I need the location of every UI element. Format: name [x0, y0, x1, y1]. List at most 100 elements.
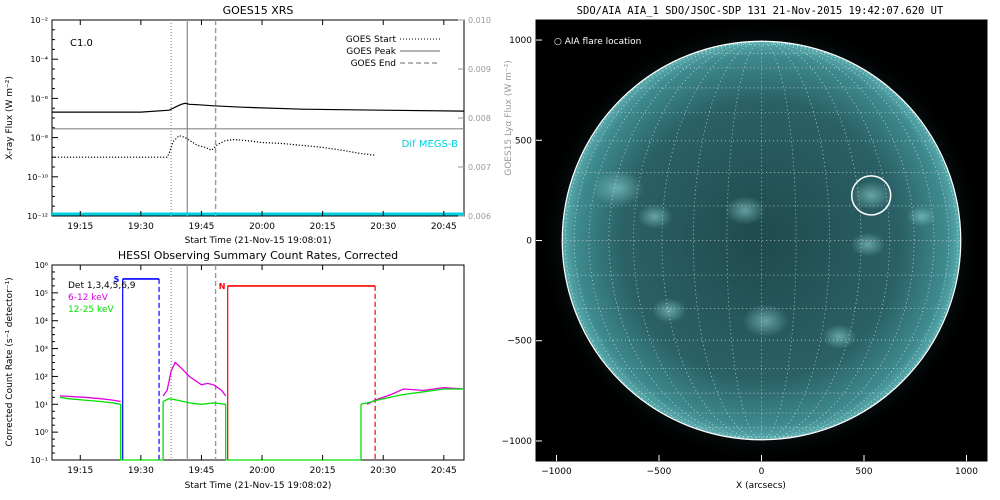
hessi-ytick-label: 10³ [35, 345, 48, 354]
hessi-ytick-label: 10¹ [35, 400, 48, 409]
aia-ytick-label: 0 [526, 237, 532, 247]
hessi-xtick-label: 20:45 [431, 466, 457, 476]
aia-ytick-label: 500 [515, 136, 532, 146]
goes-xtick-label: 20:45 [431, 222, 457, 232]
hessi-series-low [60, 395, 121, 403]
hessi-legend: Det 1,3,4,5,6,9 6-12 keV 12-25 keV [68, 281, 136, 315]
goes-series-long [52, 102, 465, 113]
aia-xtick-label: 0 [759, 467, 765, 477]
hessi-ytick-label: 10⁴ [35, 317, 48, 326]
goes-class-label: C1.0 [70, 38, 93, 49]
hessi-legend-low: 6-12 keV [68, 293, 109, 303]
goes-legend-start-label: GOES Start [346, 35, 397, 45]
aia-ytick-label: −1000 [502, 437, 533, 447]
goes-ylabel-right: GOES15 Lyα Flux (W m⁻²) [504, 60, 514, 176]
aia-xtick-label: 1000 [955, 467, 978, 477]
goes-ytick-right-label: 0.006 [468, 212, 491, 221]
goes-ytick-label: 10⁻⁸ [30, 134, 48, 143]
active-region [851, 181, 892, 210]
goes-xtick-label: 19:30 [128, 222, 154, 232]
grid-longitude [761, 40, 831, 441]
goes-ytick-label: 10⁻¹² [27, 212, 48, 221]
goes-ytick-label: 10⁻⁶ [30, 94, 48, 103]
goes-ytick-label: 10⁻¹⁰ [27, 173, 48, 182]
hessi-ylabel: Corrected Count Rate (s⁻¹ detector⁻¹) [5, 277, 15, 446]
goes-axes: 19:15 19:30 19:45 20:00 20:15 20:30 20:45 10⁻¹²… [27, 16, 491, 232]
hessi-axes: 19:15 19:30 19:45 20:00 20:15 20:30 20:45 10⁻¹ 1… [30, 261, 456, 476]
goes-legend: GOES Start GOES Peak GOES End [346, 35, 440, 69]
grid-longitude [761, 40, 797, 441]
goes-ytick-right-label: 0.010 [468, 16, 491, 25]
flare-location-circle [850, 175, 892, 216]
hessi-ytick-label: 10⁻¹ [30, 456, 48, 465]
hessi-series-high [59, 396, 121, 405]
goes-legend-end-label: GOES End [351, 59, 396, 69]
grid-longitude [726, 40, 762, 441]
hessi-legend-high: 12-25 keV [68, 305, 114, 315]
hessi-title: HESSI Observing Summary Count Rates, Cor… [118, 249, 398, 262]
hessi-series-low [366, 386, 465, 405]
heliographic-grid [562, 40, 961, 441]
active-region [592, 169, 644, 207]
hessi-series-gap [225, 404, 362, 461]
goes-ytick-right-label: 0.009 [468, 65, 491, 74]
aia-xlabel: X (arcsecs) [736, 481, 786, 491]
aia-legend-label: ○ AIA flare location [554, 37, 641, 47]
goes-ytick-right-label: 0.008 [468, 114, 491, 123]
active-region [822, 324, 857, 350]
goes-xlabel: Start Time (21-Nov-15 19:08:01) [185, 236, 332, 246]
aia-xtick-label: −1000 [541, 467, 572, 477]
solar-limb [561, 40, 962, 441]
goes-ytick-label: 10⁻² [30, 16, 48, 25]
hessi-xtick-label: 19:30 [128, 466, 154, 476]
aia-xtick-label: 500 [855, 467, 872, 477]
active-region [652, 298, 687, 323]
hessi-ytick-label: 10⁵ [35, 289, 48, 298]
grid-longitude [761, 40, 935, 441]
aia-xtick-label: −500 [647, 467, 672, 477]
active-region [907, 206, 936, 227]
goes-xtick-label: 19:45 [188, 222, 214, 232]
hessi-xtick-label: 19:45 [188, 466, 214, 476]
hessi-series-gap [120, 401, 164, 461]
active-region [637, 204, 673, 229]
goes-data [52, 20, 465, 216]
aia-image [538, 20, 985, 461]
hessi-xtick-label: 20:15 [310, 466, 336, 476]
goes-xtick-label: 20:00 [249, 222, 275, 232]
grid-longitude [633, 40, 762, 441]
hessi-data [59, 265, 465, 461]
solar-disk [562, 41, 961, 440]
aia-panel: SDO/AIA AIA_1 SDO/JSOC-SDP 131 21-Nov-20… [502, 5, 988, 491]
goes-legend-peak-label: GOES Peak [346, 47, 396, 57]
hessi-legend-det: Det 1,3,4,5,6,9 [68, 281, 136, 291]
hessi-xtick-label: 20:00 [249, 466, 275, 476]
aia-axes: −1000 −500 0 500 1000 −1000 −500 0 500 1000 [502, 36, 979, 477]
aia-ytick-label: −500 [507, 337, 532, 347]
active-region [742, 304, 789, 338]
aia-ytick-label: 1000 [509, 36, 532, 46]
grid-longitude [692, 40, 762, 441]
hessi-ytick-label: 10² [35, 372, 48, 381]
hessi-ytick-label: 10⁶ [35, 261, 48, 270]
active-region [850, 232, 886, 257]
goes-ytick-label: 10⁻⁴ [30, 55, 48, 64]
active-region [725, 196, 766, 225]
hessi-xlabel: Start Time (21-Nov-15 19:08:02) [185, 481, 332, 491]
goes-xtick-label: 19:15 [67, 222, 93, 232]
goes-xtick-label: 20:30 [370, 222, 396, 232]
goes-xtick-label: 20:15 [310, 222, 336, 232]
hessi-ytick-label: 10⁰ [35, 428, 48, 437]
hessi-series-high [162, 398, 226, 405]
grid-longitude [761, 40, 890, 441]
goes-overlay-label: Dif MEGS-B [402, 139, 458, 150]
goes-ytick-right-label: 0.007 [468, 163, 491, 172]
hessi-xtick-label: 19:15 [67, 466, 93, 476]
goes-title: GOES15 XRS [223, 4, 294, 17]
hessi-series-low [162, 361, 227, 397]
hessi-saa-label: S [114, 275, 120, 284]
hessi-night-label: N [219, 282, 226, 291]
aia-title: SDO/AIA AIA_1 SDO/JSOC-SDP 131 21-Nov-20… [577, 5, 944, 17]
hessi-xtick-label: 20:30 [370, 466, 396, 476]
